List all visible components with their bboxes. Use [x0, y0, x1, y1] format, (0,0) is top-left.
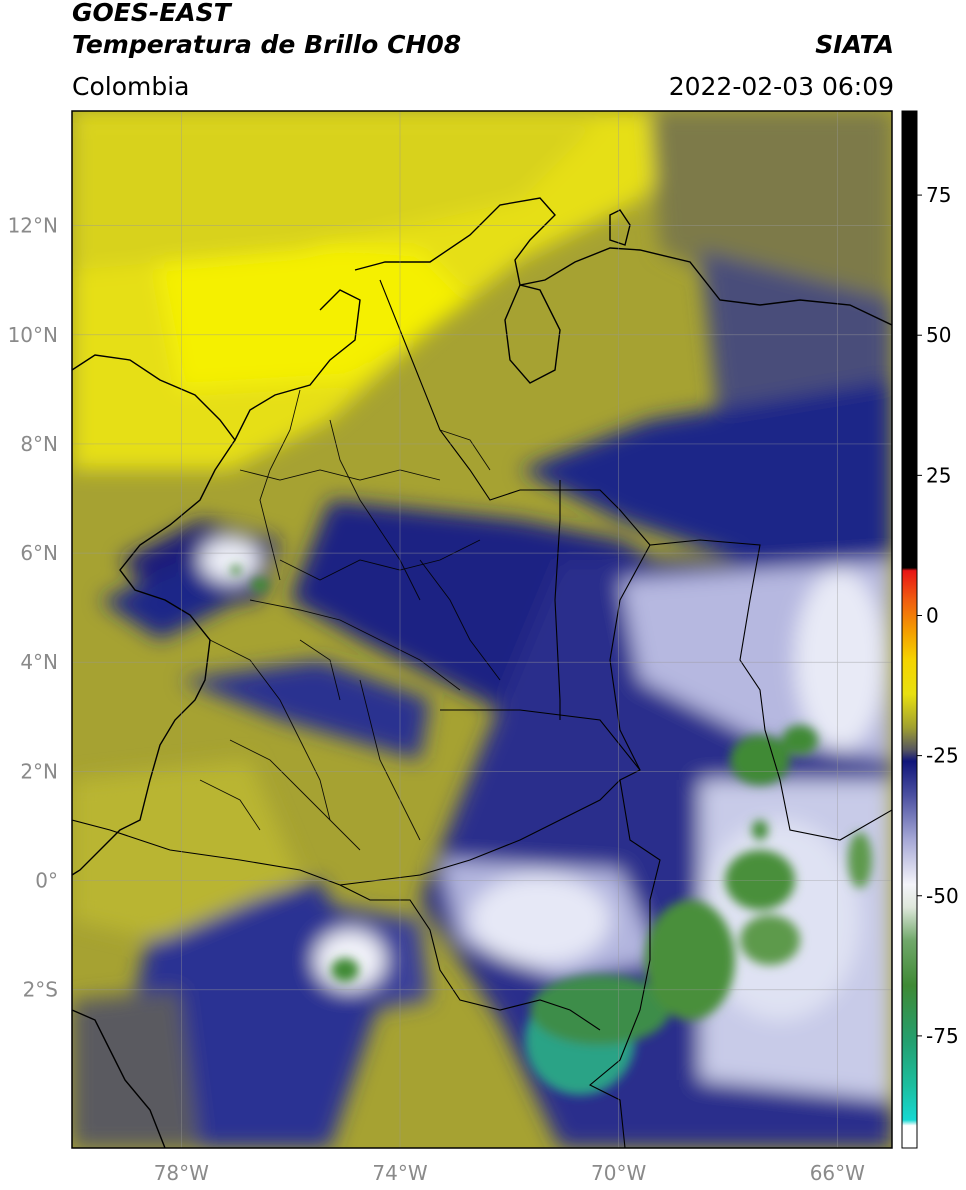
longitude-labels: 78°W 74°W 70°W 66°W	[154, 1161, 865, 1185]
colorbar-tick-label: -25	[926, 744, 959, 768]
country-borders	[72, 279, 892, 1148]
colorbar-tick-label: 0	[926, 603, 939, 627]
coastlines	[72, 197, 892, 1148]
map-gridlines	[72, 111, 892, 1148]
product-title: Temperatura de Brillo CH08	[72, 30, 462, 59]
lon-tick-label: 78°W	[154, 1161, 209, 1185]
lon-tick-label: 74°W	[372, 1161, 427, 1185]
lat-tick-label: 6°N	[20, 541, 58, 565]
colorbar-tick-label: 50	[926, 323, 951, 347]
satellite-title: GOES-EAST	[72, 0, 231, 27]
source-label: SIATA	[815, 30, 894, 59]
map-frame	[71, 110, 893, 1149]
datetime-label: 2022-02-03 06:09	[668, 72, 894, 101]
colorbar-ticks: 75 50 25 0 -25 -50 -75	[917, 183, 959, 1048]
map-area	[72, 111, 892, 1148]
colorbar-tick-label: -75	[926, 1024, 959, 1048]
lat-tick-label: 10°N	[8, 323, 58, 347]
lat-tick-label: 4°N	[20, 650, 58, 674]
lat-tick-label: 0°	[35, 869, 58, 893]
colorbar-scale	[902, 111, 917, 1148]
lat-tick-label: 2°N	[20, 759, 58, 783]
lat-tick-label: 2°S	[23, 978, 58, 1002]
colorbar-tick-label: 75	[926, 183, 951, 207]
lat-tick-label: 8°N	[20, 432, 58, 456]
lat-tick-label: 12°N	[8, 214, 58, 238]
colorbar-frame	[901, 110, 918, 1149]
colorbar-tick-label: -50	[926, 884, 959, 908]
department-borders	[199, 389, 501, 851]
lon-tick-label: 66°W	[810, 1161, 865, 1185]
colorbar-tick-label: 25	[926, 463, 951, 487]
region-label: Colombia	[72, 72, 190, 101]
colorbar: 75 50 25 0 -25 -50 -75	[901, 110, 959, 1149]
latitude-labels: 12°N 10°N 8°N 6°N 4°N 2°N 0° 2°S	[8, 214, 58, 1002]
lon-tick-label: 70°W	[591, 1161, 646, 1185]
